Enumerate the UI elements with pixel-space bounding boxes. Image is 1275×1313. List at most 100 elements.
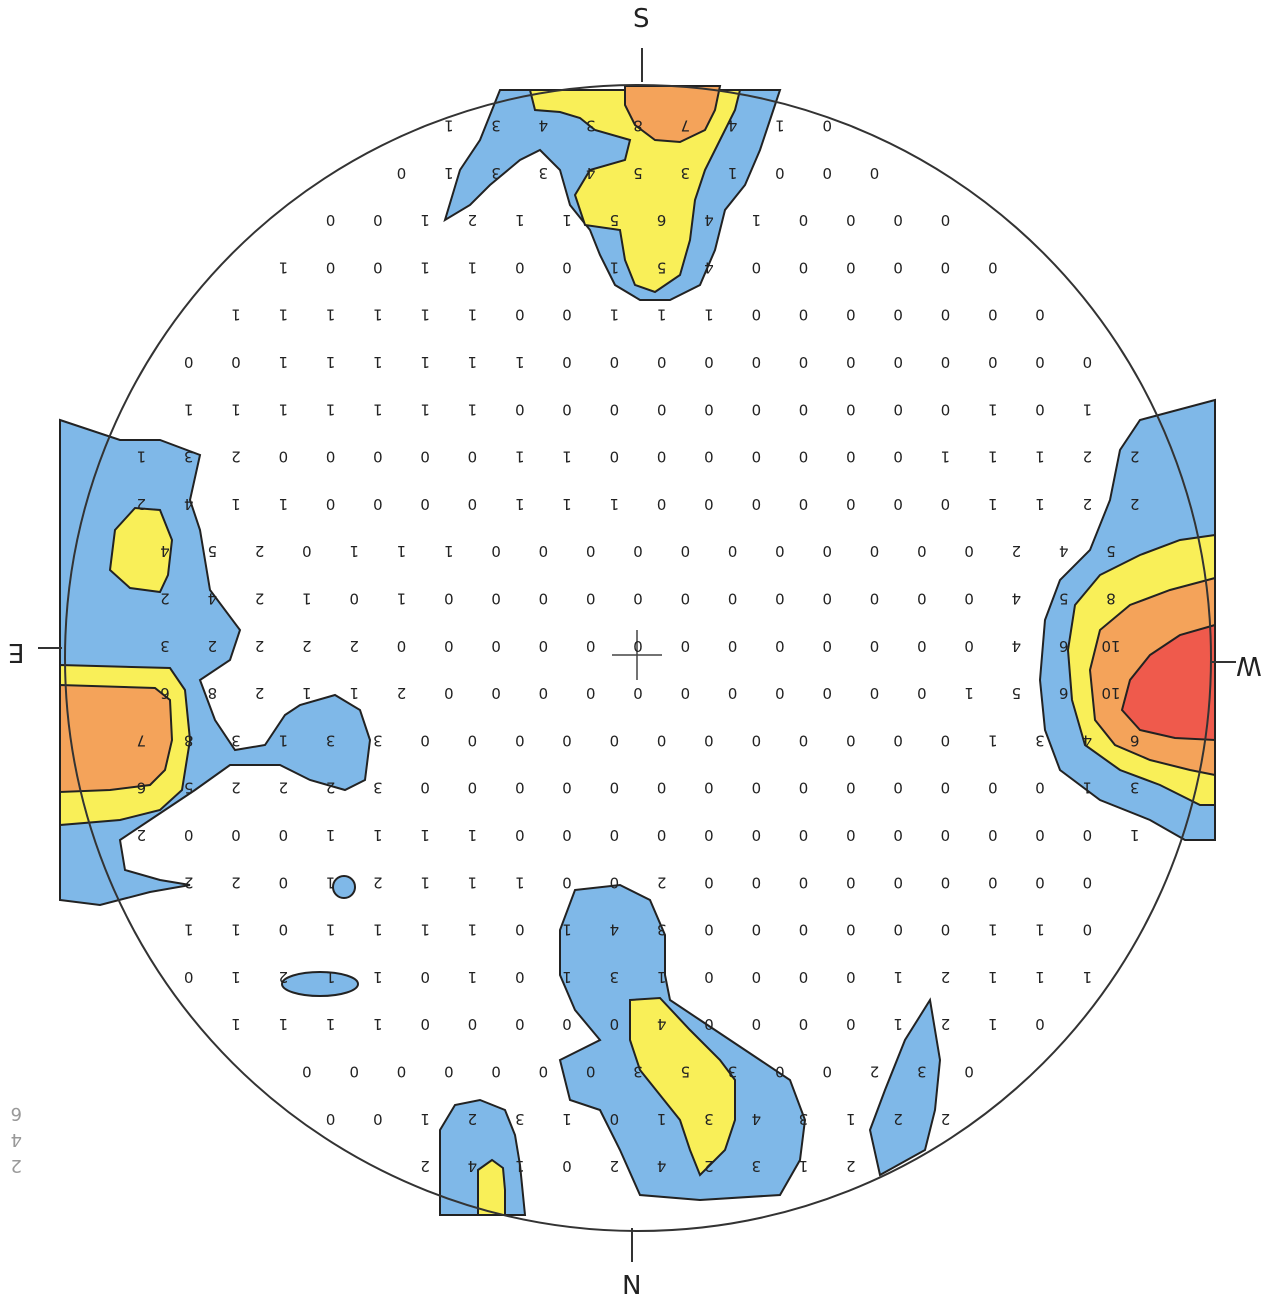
- count-value: 0: [515, 1015, 525, 1033]
- count-value: 0: [846, 1015, 856, 1033]
- count-value: 0: [752, 968, 762, 986]
- count-value: 1: [420, 258, 430, 276]
- count-value: 0: [1035, 779, 1045, 797]
- count-value: 0: [444, 637, 454, 655]
- count-value: 1: [846, 1110, 856, 1128]
- count-value: 0: [397, 1063, 407, 1081]
- count-value: 5: [208, 542, 218, 560]
- count-value: 0: [562, 353, 572, 371]
- count-value: 0: [799, 731, 809, 749]
- cardinal-south-label: S: [633, 4, 650, 34]
- count-value: 0: [279, 826, 289, 844]
- count-value: 0: [562, 400, 572, 418]
- count-value: 4: [704, 258, 714, 276]
- count-value: 0: [610, 353, 620, 371]
- count-value: 2: [610, 1157, 620, 1175]
- count-value: 1: [373, 306, 383, 324]
- count-value: 0: [420, 448, 430, 466]
- count-value: 2: [397, 684, 407, 702]
- count-value: 0: [822, 542, 832, 560]
- count-value: 0: [870, 590, 880, 608]
- count-value: 0: [799, 779, 809, 797]
- count-value: 1: [1035, 968, 1045, 986]
- count-value: 0: [846, 306, 856, 324]
- count-value: 0: [964, 1063, 974, 1081]
- count-value: 0: [610, 731, 620, 749]
- count-value: 1: [444, 117, 454, 135]
- count-value: 0: [728, 637, 738, 655]
- count-value: 3: [231, 731, 241, 749]
- count-value: 0: [988, 826, 998, 844]
- count-value: 1: [657, 1110, 667, 1128]
- count-value: 0: [610, 826, 620, 844]
- count-value: 0: [799, 968, 809, 986]
- count-value: 0: [917, 590, 927, 608]
- count-value: 1: [988, 400, 998, 418]
- count-value: 1: [988, 1015, 998, 1033]
- count-value: 4: [539, 117, 549, 135]
- count-value: 0: [822, 637, 832, 655]
- count-value: 2: [326, 779, 336, 797]
- count-value: 0: [349, 1063, 359, 1081]
- count-value: 0: [657, 448, 667, 466]
- count-value: 1: [279, 258, 289, 276]
- count-value: 0: [326, 448, 336, 466]
- count-value: 0: [184, 826, 194, 844]
- count-value: 3: [1130, 779, 1140, 797]
- count-value: 0: [420, 731, 430, 749]
- count-value: 2: [941, 968, 951, 986]
- count-value: 0: [870, 684, 880, 702]
- count-value: 0: [799, 873, 809, 891]
- count-value: 0: [468, 1015, 478, 1033]
- count-value: 1: [893, 968, 903, 986]
- count-value: 4: [728, 117, 738, 135]
- count-value: 0: [704, 1015, 714, 1033]
- count-value: 0: [326, 258, 336, 276]
- count-value: 4: [1059, 542, 1069, 560]
- count-value: 0: [941, 779, 951, 797]
- count-value: 1: [444, 542, 454, 560]
- count-value: 7: [137, 731, 147, 749]
- count-value: 1: [515, 448, 525, 466]
- count-value: 0: [704, 400, 714, 418]
- count-value: 5: [1059, 590, 1069, 608]
- count-value: 0: [988, 258, 998, 276]
- count-value: 0: [681, 684, 691, 702]
- count-value: 0: [1083, 826, 1093, 844]
- count-value: 0: [1035, 1015, 1045, 1033]
- count-value: 1: [562, 495, 572, 513]
- count-value: 0: [231, 826, 241, 844]
- count-value: 0: [231, 353, 241, 371]
- count-value: 1: [184, 400, 194, 418]
- count-value: 0: [941, 731, 951, 749]
- count-value: 2: [1083, 495, 1093, 513]
- count-value: 0: [846, 873, 856, 891]
- count-value: 3: [491, 117, 501, 135]
- count-value: 0: [846, 400, 856, 418]
- count-value: 0: [515, 968, 525, 986]
- count-value: 4: [1012, 637, 1022, 655]
- count-value: 0: [775, 684, 785, 702]
- count-value: 2: [468, 211, 478, 229]
- count-value: 6: [1059, 684, 1069, 702]
- count-value: 0: [373, 211, 383, 229]
- count-value: 2: [255, 590, 265, 608]
- count-value: 1: [279, 1015, 289, 1033]
- count-value: 2: [184, 873, 194, 891]
- count-value: 2: [231, 779, 241, 797]
- count-value: 1: [373, 400, 383, 418]
- count-value: 2: [231, 873, 241, 891]
- count-value: 0: [610, 1110, 620, 1128]
- count-value: 0: [657, 495, 667, 513]
- count-value: 2: [870, 1063, 880, 1081]
- count-value: 1: [279, 400, 289, 418]
- cardinal-north-text: N: [622, 1268, 641, 1298]
- count-value: 1: [988, 448, 998, 466]
- count-value: 0: [279, 873, 289, 891]
- count-value: 0: [1083, 921, 1093, 939]
- count-value: 0: [539, 1063, 549, 1081]
- count-value: 0: [704, 495, 714, 513]
- count-value: 1: [1130, 826, 1140, 844]
- count-value: 1: [468, 968, 478, 986]
